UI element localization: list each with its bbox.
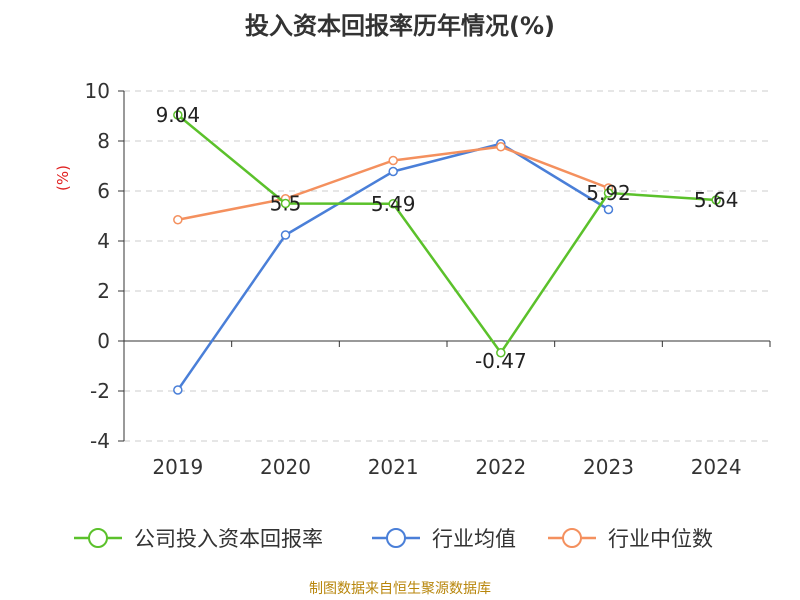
x-tick-label: 2022 <box>475 455 526 479</box>
legend-label: 公司投入资本回报率 <box>134 527 323 551</box>
legend: 公司投入资本回报率 行业均值 行业中位数 <box>74 527 713 551</box>
data-point <box>173 385 183 395</box>
data-point <box>388 166 398 177</box>
series-line <box>177 114 717 354</box>
y-tick-label: 2 <box>97 279 110 303</box>
grid-lines <box>124 90 770 442</box>
data-point <box>496 142 506 152</box>
data-point <box>173 110 183 120</box>
y-tick-label: -4 <box>90 429 110 453</box>
x-tick-label: 2024 <box>691 455 742 479</box>
data-point <box>280 230 291 240</box>
data-point <box>280 198 291 209</box>
data-labels: 9.04 5.5 5.49 -0.47 5.92 5.64 <box>156 103 739 373</box>
x-tick-label: 2019 <box>152 455 203 479</box>
y-tick-label: 0 <box>97 329 110 353</box>
legend-marker <box>562 528 582 548</box>
data-label: -0.47 <box>475 349 527 373</box>
data-point <box>603 204 614 215</box>
legend-marker <box>88 528 108 548</box>
x-tick-label: 2021 <box>368 455 419 479</box>
y-tick-label: 8 <box>97 129 110 153</box>
series <box>173 110 721 395</box>
chart-title: 投入资本回报率历年情况(%) <box>245 12 555 40</box>
y-tick-label: 4 <box>97 229 110 253</box>
data-label: 9.04 <box>156 103 201 127</box>
data-point <box>711 195 721 205</box>
x-tick-label: 2023 <box>583 455 634 479</box>
source-note: 制图数据来自恒生聚源数据库 <box>309 581 491 597</box>
data-point <box>388 199 398 209</box>
y-tick-label: 6 <box>97 179 110 203</box>
data-point <box>603 188 614 198</box>
series-line <box>176 142 610 391</box>
axes: -4 -2 0 2 4 6 8 10 (%) 2019 2020 2021 2022 2023 2024 <box>54 79 771 479</box>
y-axis-title: (%) <box>54 165 72 191</box>
y-tick-label: -2 <box>90 379 110 403</box>
data-label: 5.92 <box>586 181 631 205</box>
data-point <box>173 215 183 225</box>
data-label: 5.5 <box>270 192 302 216</box>
legend-label: 行业中位数 <box>608 527 713 551</box>
x-tick-label: 2020 <box>260 455 311 479</box>
data-point <box>388 155 398 166</box>
y-tick-label: 10 <box>85 79 110 103</box>
data-label: 5.49 <box>371 192 416 216</box>
legend-label: 行业均值 <box>432 527 516 551</box>
legend-marker <box>386 528 406 548</box>
data-label: 5.64 <box>694 188 739 212</box>
data-point <box>496 348 506 358</box>
